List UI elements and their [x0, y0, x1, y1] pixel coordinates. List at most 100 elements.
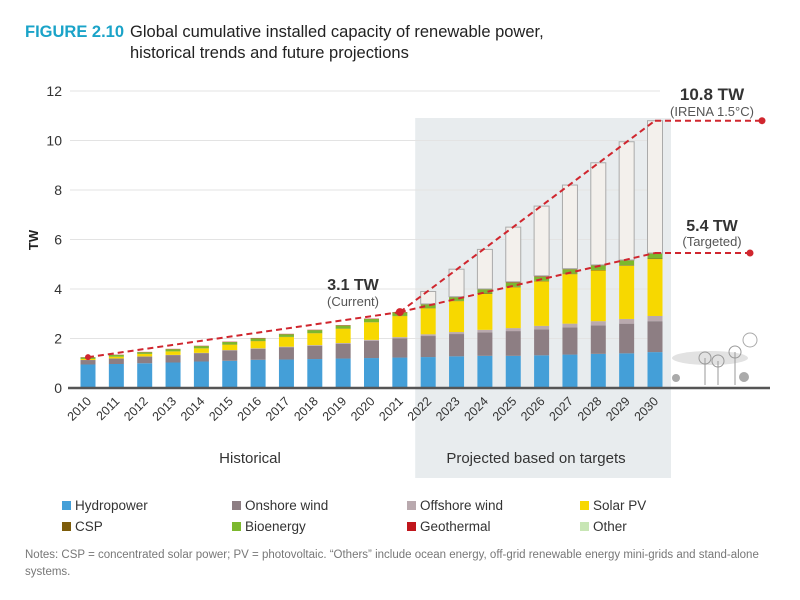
- x-tick-label: 2019: [320, 394, 350, 424]
- bar-hydropower: [392, 357, 408, 388]
- legend-label: Onshore wind: [245, 498, 329, 513]
- bar-irena-gap: [476, 248, 493, 290]
- x-tick-label: 2013: [150, 394, 180, 424]
- bar-bioenergy: [137, 352, 153, 354]
- legend-swatch: [580, 501, 589, 510]
- bar-offshore-wind: [505, 328, 521, 332]
- bar-onshore-wind: [222, 350, 238, 361]
- bar-irena-gap: [533, 205, 550, 277]
- title-line-1: Global cumulative installed capacity of …: [130, 23, 544, 41]
- bar-offshore-wind: [562, 323, 578, 328]
- bar-hydropower: [477, 355, 493, 388]
- bar-solar-pv: [137, 353, 153, 357]
- x-tick-label: 2014: [178, 394, 208, 424]
- targeted-label: (Targeted): [682, 234, 741, 249]
- bar-bioenergy: [420, 304, 436, 309]
- bar-onshore-wind: [165, 355, 181, 363]
- bar-solar-pv: [420, 308, 436, 335]
- bar-solar-pv: [193, 348, 209, 353]
- x-tick-label: 2017: [263, 394, 293, 424]
- x-tick-label: 2011: [94, 394, 123, 423]
- bar-offshore-wind: [590, 321, 606, 326]
- bar-bioenergy: [222, 342, 238, 345]
- bar-bioenergy: [307, 330, 323, 334]
- bar-solar-pv: [647, 259, 663, 316]
- tree-icon: [739, 372, 749, 382]
- bar-hydropower: [364, 358, 379, 388]
- bar-offshore-wind: [534, 325, 550, 330]
- bar-onshore-wind: [137, 356, 153, 364]
- bar-offshore-wind: [449, 332, 465, 335]
- legend-label: Other: [593, 519, 627, 534]
- bar-offshore-wind: [364, 339, 379, 341]
- x-tick-label: 2021: [376, 394, 406, 424]
- bar-solar-pv: [449, 301, 465, 333]
- bar-onshore-wind: [250, 348, 266, 360]
- title-line-2: historical trends and future projections: [130, 44, 409, 62]
- legend-swatch: [232, 501, 241, 510]
- bar-bioenergy: [278, 334, 294, 337]
- wind-turbine-rotor-icon: [728, 345, 742, 359]
- bar-onshore-wind: [477, 332, 493, 356]
- legend-label: Hydropower: [75, 498, 148, 513]
- bar-hydropower: [222, 360, 238, 388]
- bar-offshore-wind: [420, 334, 436, 337]
- bar-onshore-wind: [392, 338, 408, 358]
- bar-irena-gap: [505, 226, 522, 283]
- bar-onshore-wind: [364, 340, 379, 359]
- bar-hydropower: [80, 364, 96, 388]
- x-tick-label: 2010: [65, 394, 95, 424]
- bar-solar-pv: [335, 328, 351, 344]
- legend-label: Bioenergy: [245, 519, 306, 534]
- bar-offshore-wind: [307, 345, 323, 346]
- legend-swatch: [62, 501, 71, 510]
- bar-offshore-wind: [335, 343, 351, 344]
- y-tick-label: 12: [46, 83, 62, 99]
- bar-solar-pv: [222, 344, 238, 351]
- bar-solar-pv: [477, 293, 493, 330]
- irena-dot: [758, 117, 766, 125]
- legend-swatch: [407, 522, 416, 531]
- current-dot: [395, 308, 404, 317]
- bar-offshore-wind: [392, 337, 408, 339]
- bar-solar-pv: [165, 351, 181, 355]
- bar-solar-pv: [534, 281, 550, 326]
- bar-hydropower: [647, 352, 663, 388]
- targeted-trend-line: [399, 252, 656, 314]
- bar-irena-gap: [618, 141, 635, 261]
- bar-hydropower: [562, 354, 578, 388]
- x-tick-label: 2018: [291, 394, 321, 424]
- bar-onshore-wind: [335, 343, 351, 359]
- bar-bioenergy: [364, 318, 379, 323]
- bar-bioenergy: [449, 297, 465, 301]
- bar-solar-pv: [562, 274, 578, 324]
- bar-hydropower: [108, 363, 124, 388]
- bar-solar-pv: [505, 287, 521, 329]
- bar-bioenergy: [250, 338, 266, 341]
- current-value-label: 3.1 TW: [327, 277, 379, 294]
- legend-item: Other: [580, 519, 627, 534]
- bar-hydropower: [534, 355, 550, 388]
- bar-irena-gap: [561, 184, 578, 270]
- sun-icon: [742, 332, 758, 348]
- bar-onshore-wind: [505, 331, 521, 356]
- bar-irena-gap: [590, 162, 607, 266]
- irena-trend-line: [399, 119, 656, 313]
- notes: Notes: CSP = concentrated solar power; P…: [25, 549, 759, 578]
- bar-offshore-wind: [477, 329, 493, 333]
- legend-swatch: [232, 522, 241, 531]
- bar-bioenergy: [562, 269, 578, 274]
- bar-solar-pv: [278, 337, 294, 347]
- bar-offshore-wind: [647, 315, 663, 322]
- legend-item: Offshore wind: [407, 498, 503, 513]
- x-tick-label: 2012: [121, 394, 151, 424]
- bar-onshore-wind: [590, 325, 606, 354]
- bar-irena-gap: [647, 120, 663, 254]
- legend-swatch: [407, 501, 416, 510]
- legend-label: Solar PV: [593, 498, 647, 513]
- bar-onshore-wind: [534, 329, 550, 356]
- bar-offshore-wind: [619, 318, 635, 324]
- bar-onshore-wind: [619, 323, 635, 354]
- projected-label: Projected based on targets: [446, 450, 625, 467]
- legend-swatch: [580, 522, 589, 531]
